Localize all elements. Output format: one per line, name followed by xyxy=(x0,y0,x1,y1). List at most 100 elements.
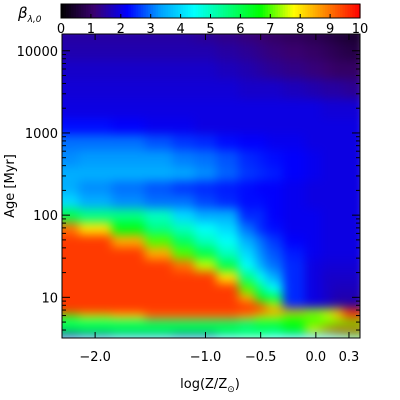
heatmap-cell xyxy=(282,326,306,334)
heatmap-cell xyxy=(62,98,80,119)
heatmap-cell xyxy=(144,180,174,195)
colorbar-cell xyxy=(345,4,349,18)
colorbar-cell xyxy=(110,4,114,18)
heatmap-cell xyxy=(266,221,284,235)
colorbar-cell xyxy=(242,4,246,18)
heatmap-cell xyxy=(354,133,360,151)
heatmap-cell xyxy=(332,318,345,327)
x-tick-label: 0.3 xyxy=(339,350,360,365)
heatmap-cell xyxy=(321,312,334,320)
heatmap-cell xyxy=(216,312,240,320)
heatmap-cell xyxy=(332,117,345,135)
heatmap-cell xyxy=(282,34,306,44)
heatmap-cell xyxy=(111,149,146,167)
colorbar-cell xyxy=(170,4,174,18)
heatmap-cell xyxy=(111,282,146,294)
heatmap-cell xyxy=(216,246,240,260)
heatmap-cell xyxy=(321,165,334,182)
heatmap-cell xyxy=(216,301,240,309)
heatmap-cell xyxy=(216,270,240,283)
heatmap-cell xyxy=(332,180,345,195)
colorbar-cell xyxy=(270,4,274,18)
heatmap-cell xyxy=(266,332,284,338)
colorbar-cell xyxy=(93,4,97,18)
heatmap-cell xyxy=(321,149,334,167)
heatmap-cell xyxy=(266,292,284,303)
heatmap-cell xyxy=(216,133,240,151)
colorbar-cell xyxy=(215,4,219,18)
heatmap-cell xyxy=(216,318,240,327)
heatmap-cell xyxy=(216,34,240,44)
colorbar-cell xyxy=(260,4,264,18)
x-tick-label: 0.0 xyxy=(306,350,327,365)
heatmap-cell xyxy=(78,193,113,209)
heatmap-cell xyxy=(238,59,256,80)
heatmap-cell xyxy=(282,59,306,80)
heatmap-cell xyxy=(216,180,240,195)
heatmap-cell xyxy=(321,282,334,294)
heatmap-cell xyxy=(321,270,334,283)
colorbar-cell xyxy=(95,4,99,18)
heatmap-cell xyxy=(343,312,356,320)
colorbar-cell xyxy=(347,4,351,18)
heatmap-cell xyxy=(62,307,80,314)
heatmap-cell xyxy=(194,270,218,283)
heatmap-cell xyxy=(255,326,267,334)
heatmap-cell xyxy=(172,326,196,334)
heatmap-cell xyxy=(282,42,306,61)
heatmap-cell xyxy=(194,133,218,151)
heatmap-cell xyxy=(62,292,80,303)
heatmap-cell xyxy=(78,233,113,248)
colorbar-cell xyxy=(61,4,65,18)
heatmap-cell xyxy=(255,117,267,135)
colorbar-tick-label: 10 xyxy=(352,22,369,37)
heatmap-cell xyxy=(282,133,306,151)
heatmap-cell xyxy=(194,282,218,294)
colorbar-cell xyxy=(73,4,77,18)
heatmap-cell xyxy=(238,34,256,44)
heatmap-cell xyxy=(304,34,323,44)
heatmap-cell xyxy=(238,332,256,338)
heatmap-cell xyxy=(266,301,284,309)
colorbar-cell xyxy=(133,4,137,18)
colorbar-cell xyxy=(138,4,142,18)
heatmap-cell xyxy=(144,34,174,44)
heatmap-cell xyxy=(78,59,113,80)
colorbar-cell xyxy=(225,4,229,18)
heatmap-cell xyxy=(62,78,80,100)
heatmap-cell xyxy=(144,59,174,80)
heatmap-cell xyxy=(78,312,113,320)
heatmap-cell xyxy=(282,117,306,135)
heatmap-cell xyxy=(111,165,146,182)
colorbar-cell xyxy=(232,4,237,18)
colorbar-cell xyxy=(337,4,341,18)
heatmap-cell xyxy=(282,221,306,235)
heatmap-cell xyxy=(304,59,323,80)
colorbar-cell xyxy=(355,4,359,18)
heatmap-cell xyxy=(354,233,360,248)
heatmap-cell xyxy=(216,292,240,303)
heatmap-cell xyxy=(321,258,334,272)
heatmap-cell xyxy=(255,301,267,309)
heatmap-cell xyxy=(62,221,80,235)
colorbar-cell xyxy=(113,4,117,18)
heatmap-cell xyxy=(354,193,360,209)
heatmap-cell xyxy=(354,318,360,327)
colorbar-cell xyxy=(198,4,202,18)
heatmap-cell xyxy=(321,180,334,195)
colorbar-gradient xyxy=(61,4,361,18)
heatmap-cell xyxy=(354,312,360,320)
heatmap-cell xyxy=(266,149,284,167)
colorbar-tick-label: 1 xyxy=(87,22,95,37)
colorbar-cell xyxy=(153,4,157,18)
heatmap-cell xyxy=(144,307,174,314)
x-axis-title-main: log(Z/Z xyxy=(180,377,227,392)
heatmap-cell xyxy=(144,98,174,119)
colorbar-cell xyxy=(123,4,127,18)
heatmap-cell xyxy=(78,42,113,61)
y-axis-title: Age [Myr] xyxy=(3,154,18,218)
colorbar-cell xyxy=(203,4,207,18)
colorbar-cell xyxy=(168,4,172,18)
heatmap-cell xyxy=(282,292,306,303)
colorbar-cell xyxy=(342,4,346,18)
